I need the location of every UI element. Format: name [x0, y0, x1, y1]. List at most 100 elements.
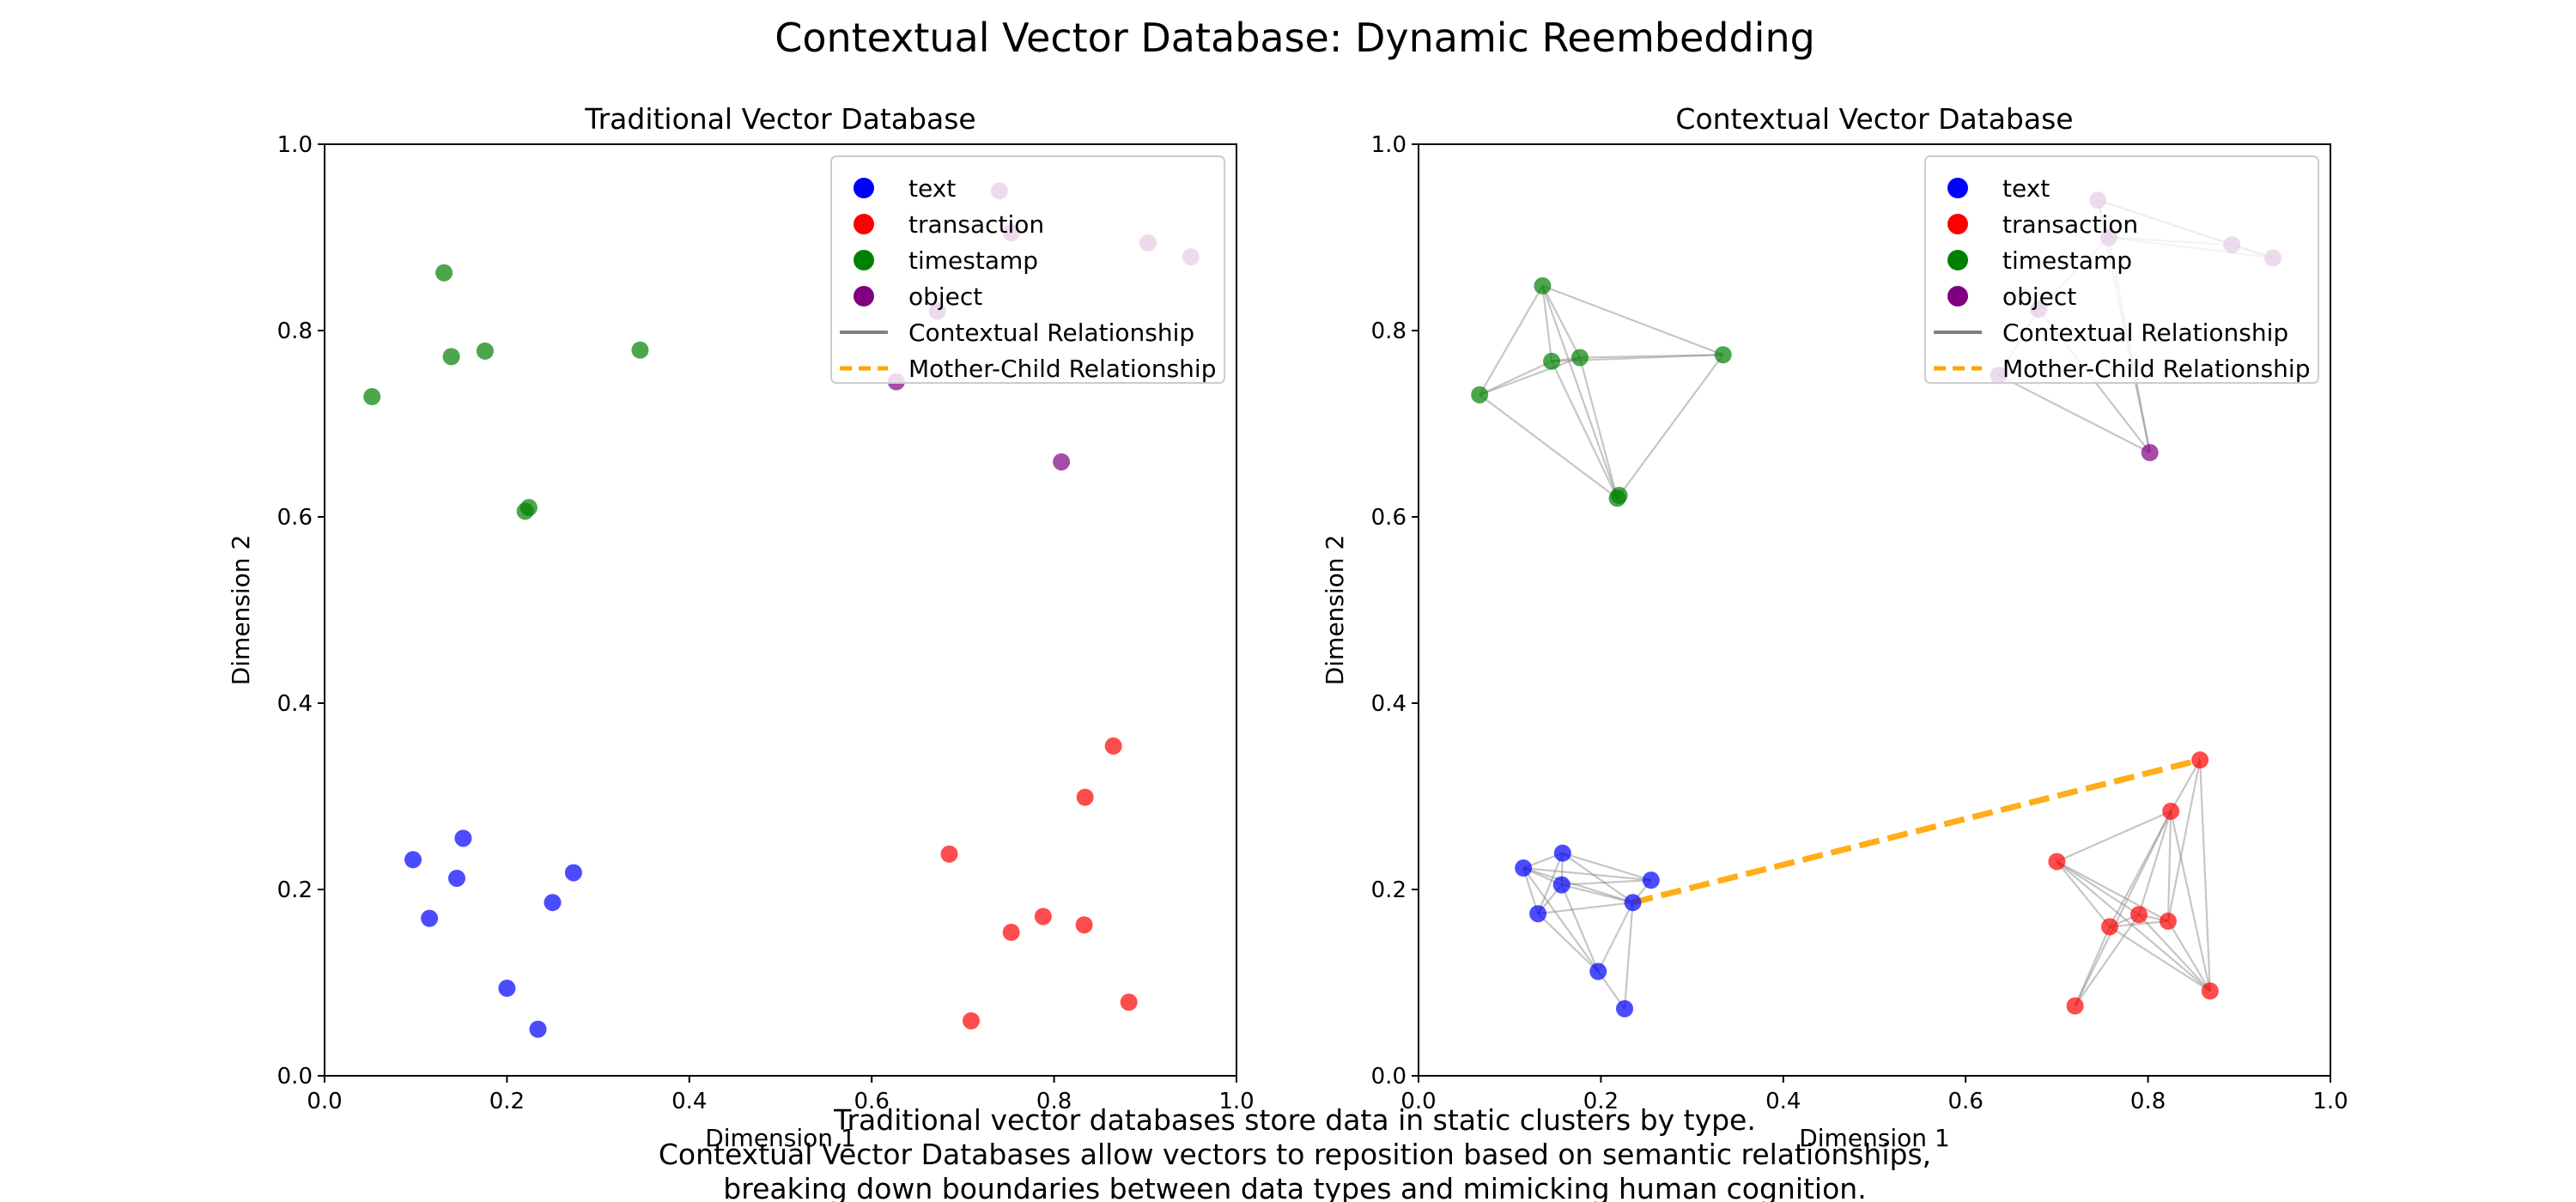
contextual-edge-text [1562, 852, 1652, 882]
caption-line-2: Contextual Vector Databases allow vector… [659, 1138, 1931, 1171]
contextual-point-text [1616, 999, 1634, 1017]
traditional-point-transaction [1104, 737, 1122, 755]
contextual-edge-object [1997, 374, 2151, 454]
traditional-legend-label: object [908, 282, 982, 311]
mother-child-edge [1631, 756, 2201, 906]
contextual-edge-timestamp [1479, 360, 1552, 396]
contextual-edge-timestamp [1541, 285, 1581, 358]
contextual-edge-transaction [2166, 759, 2202, 922]
traditional-y-tick-label: 0.0 [277, 1064, 313, 1090]
contextual-legend-label: Contextual Relationship [2002, 319, 2288, 347]
contextual-edge-transaction [2056, 860, 2211, 993]
traditional-panel: Traditional Vector Database 0.0 0.2 0.4 0.6… [227, 102, 1255, 1152]
contextual-point-transaction [2100, 918, 2118, 936]
contextual-edge-transaction [2109, 810, 2172, 927]
contextual-edge-timestamp [1479, 285, 1544, 396]
traditional-legend-label: Mother-Child Relationship [908, 355, 1216, 383]
traditional-plot-frame [324, 143, 1237, 1077]
traditional-point-timestamp [519, 499, 538, 517]
contextual-point-transaction [2201, 982, 2219, 1000]
traditional-point-transaction [1120, 993, 1138, 1011]
contextual-x-axis-label: Dimension 1 [1799, 1124, 1950, 1152]
contextual-legend-label: transaction [2002, 210, 2138, 239]
contextual-edge-transaction [2138, 914, 2211, 993]
contextual-ticks: 0.0 0.2 0.4 0.6 0.8 1.0 0.0 0.2 0.4 0.6 0.8 1.0 [1371, 132, 2348, 1114]
contextual-y-tick-label: 0.8 [1371, 319, 1406, 344]
contextual-edge-text [1561, 883, 1633, 904]
traditional-legend-label: Contextual Relationship [908, 319, 1194, 347]
contextual-edge-text [1522, 866, 1633, 904]
contextual-legend-label: object [2002, 282, 2076, 311]
traditional-point-transaction [940, 845, 958, 863]
contextual-edge-transaction [2056, 860, 2169, 922]
contextual-x-tick-label: 0.2 [1583, 1089, 1619, 1114]
traditional-x-tick-label: 0.8 [1036, 1089, 1072, 1114]
traditional-legend-swatch-text [854, 178, 874, 198]
contextual-edge-transaction [2056, 860, 2140, 916]
traditional-point-transaction [962, 1011, 980, 1029]
contextual-edge-timestamp [1551, 361, 1619, 499]
contextual-point-text [1624, 894, 1642, 912]
contextual-edge-text [1560, 884, 1600, 972]
contextual-edge-timestamp [1479, 393, 1619, 500]
contextual-legend-box [1924, 155, 2319, 384]
contextual-x-tick-label: 0.6 [1948, 1089, 1984, 1114]
contextual-edge-text [1597, 902, 1634, 972]
traditional-point-text [498, 980, 516, 998]
contextual-legend-label: Mother-Child Relationship [2002, 355, 2310, 383]
traditional-point-transaction [1034, 908, 1052, 926]
contextual-legend-swatch-text [1947, 178, 1968, 198]
contextual-edge-text [1537, 913, 1599, 973]
contextual-point-text [1515, 859, 1533, 877]
contextual-point-object [2141, 444, 2159, 462]
traditional-ticks: 0.0 0.2 0.4 0.6 0.8 1.0 0.0 0.2 0.4 0.6 0.8 1.0 [277, 132, 1255, 1114]
contextual-point-timestamp [1714, 346, 1732, 364]
traditional-legend-label: text [908, 174, 956, 203]
contextual-edge-transaction [2199, 760, 2211, 992]
traditional-x-tick-label: 0.2 [489, 1089, 525, 1114]
contextual-edge-transaction [2109, 926, 2211, 993]
contextual-point-transaction [2066, 997, 2084, 1015]
contextual-point-text [1552, 876, 1571, 894]
contextual-y-tick-label: 0.2 [1371, 877, 1406, 903]
contextual-point-text [1642, 871, 1660, 889]
traditional-y-tick-label: 0.8 [277, 319, 313, 344]
contextual-y-axis-label: Dimension 2 [1321, 535, 1349, 686]
contextual-legend-label: text [2002, 174, 2050, 203]
contextual-x-tick-label: 0.4 [1765, 1089, 1801, 1114]
contextual-edge-timestamp [1541, 285, 1553, 361]
traditional-x-axis-label: Dimension 1 [705, 1124, 856, 1152]
traditional-point-transaction [1075, 916, 1093, 934]
contextual-edge-transaction [2170, 759, 2202, 812]
contextual-point-timestamp [1534, 276, 1552, 294]
traditional-point-text [564, 864, 582, 882]
contextual-y-tick-label: 0.6 [1371, 505, 1406, 531]
traditional-y-axis-label: Dimension 2 [227, 535, 255, 686]
contextual-point-transaction [2191, 751, 2209, 769]
contextual-panel-title: Contextual Vector Database [1675, 102, 2073, 136]
traditional-point-object [1053, 452, 1071, 470]
contextual-point-timestamp [1571, 349, 1589, 367]
contextual-point-text [1529, 905, 1547, 923]
contextual-edge-timestamp [1578, 357, 1619, 499]
traditional-point-text [544, 894, 562, 912]
traditional-legend-label: transaction [908, 210, 1044, 239]
contextual-edge-transaction [2056, 860, 2111, 928]
contextual-edge-text [1523, 866, 1651, 882]
contextual-point-timestamp [1543, 352, 1561, 370]
traditional-point-timestamp [442, 348, 460, 366]
traditional-point-timestamp [435, 264, 453, 282]
contextual-legend-label: timestamp [2002, 246, 2132, 275]
traditional-x-tick-label: 0.6 [854, 1089, 890, 1114]
traditional-x-tick-label: 0.0 [307, 1089, 342, 1114]
traditional-x-tick-label: 1.0 [1218, 1089, 1254, 1114]
contextual-legend-swatch-timestamp [1947, 250, 1968, 270]
traditional-legend-swatch-object [854, 286, 874, 307]
contextual-x-tick-label: 1.0 [2312, 1089, 2348, 1114]
contextual-y-tick-label: 1.0 [1371, 132, 1406, 158]
traditional-legend-swatch-timestamp [854, 250, 874, 270]
traditional-point-text [447, 869, 465, 887]
contextual-point-transaction [2159, 912, 2177, 930]
